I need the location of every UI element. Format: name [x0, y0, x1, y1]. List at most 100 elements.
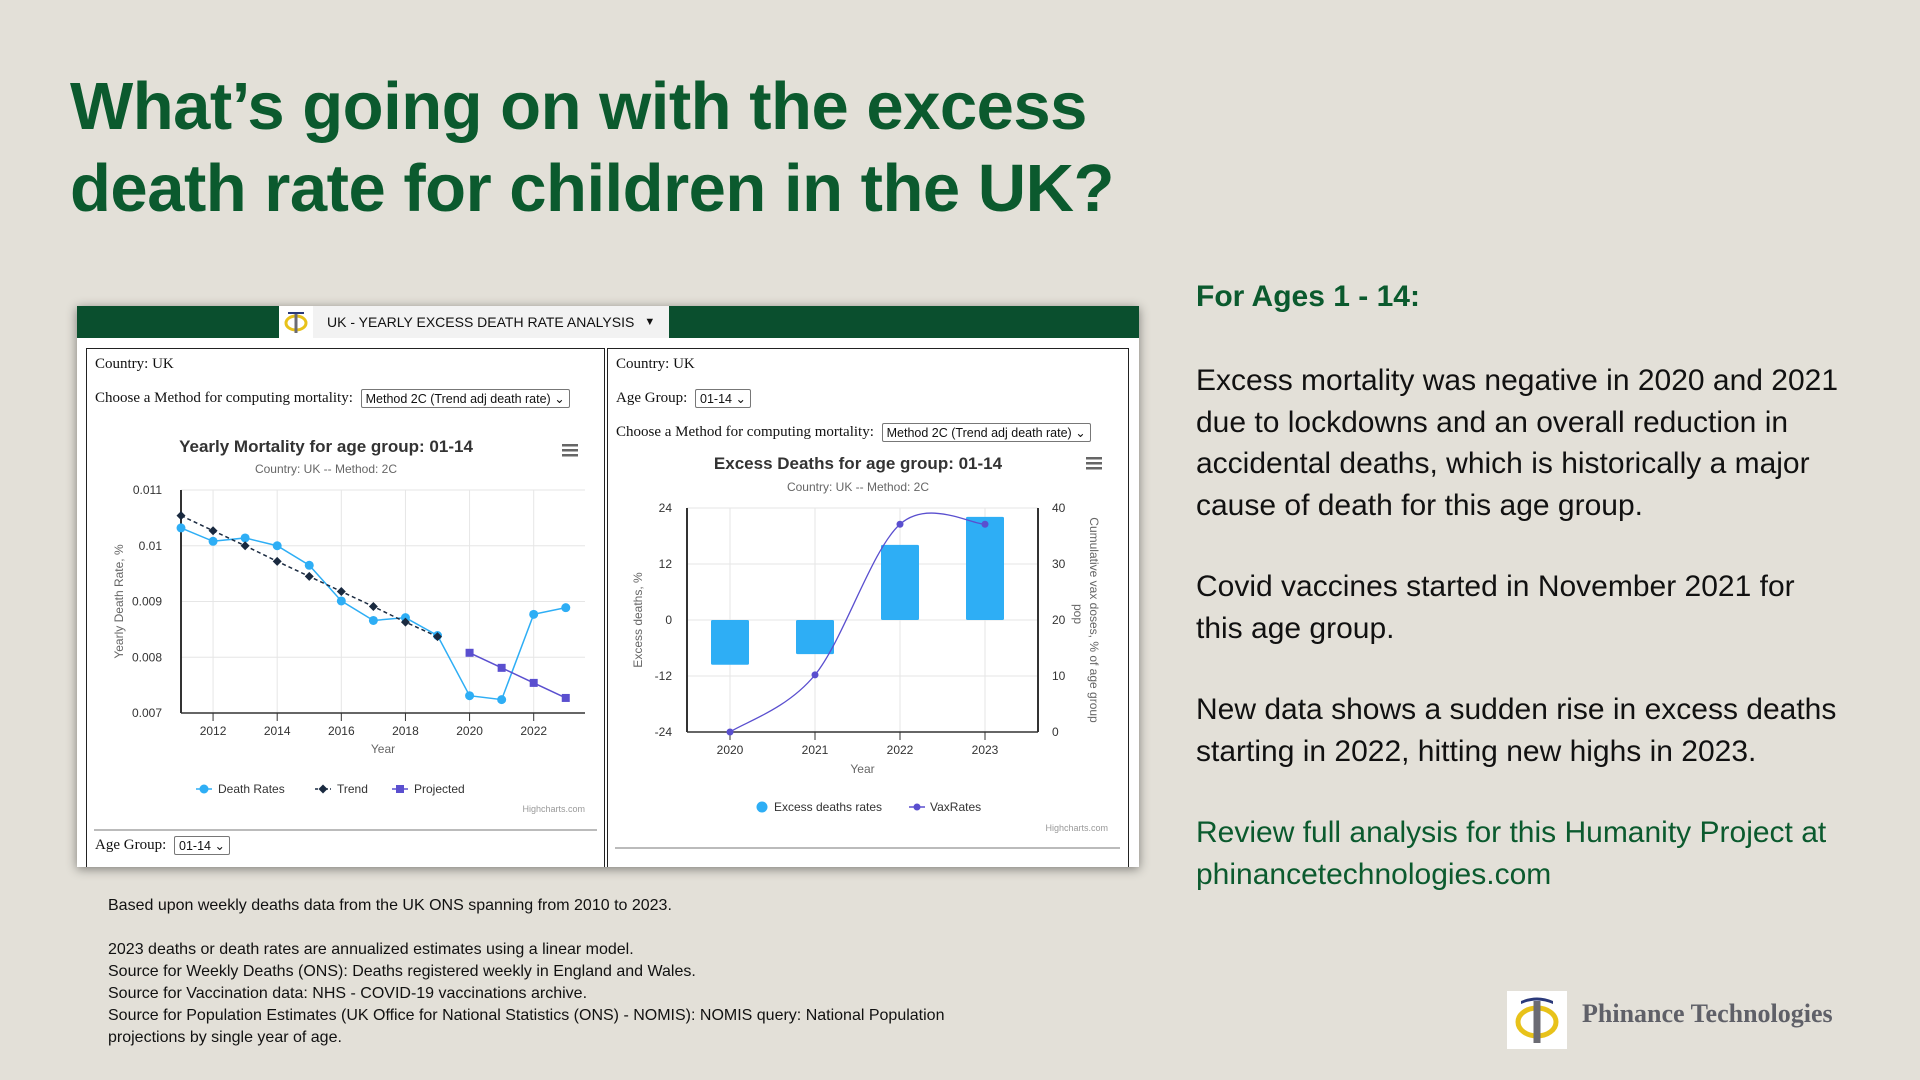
chevron-down-icon: ⌄ — [735, 392, 746, 406]
footnote-line: Source for Population Estimates (UK Offi… — [108, 1007, 945, 1024]
method-select[interactable]: Method 2C (Trend adj death rate) ⌄ — [360, 389, 570, 408]
data-point — [304, 571, 314, 581]
data-point — [176, 523, 186, 533]
country-label: Country: UK — [95, 356, 174, 372]
analysis-tab[interactable]: UK - YEARLY EXCESS DEATH RATE ANALYSIS ▼ — [279, 306, 669, 338]
data-point — [208, 526, 218, 536]
y-tick-label: 0 — [665, 613, 672, 627]
x-tick-label: 2021 — [802, 743, 829, 757]
divider — [94, 829, 597, 831]
website-link[interactable]: phinancetechnologies.com — [1196, 857, 1552, 891]
method-row: Choose a Method for computing mortality:… — [95, 389, 570, 408]
age-group-select[interactable]: 01-14 ⌄ — [174, 836, 230, 855]
chart-title: Excess Deaths for age group: 01-14 — [714, 454, 1003, 473]
data-point — [561, 693, 570, 702]
chart-credits: Highcharts.com — [1045, 823, 1108, 833]
legend-marker — [318, 784, 328, 794]
y-right-tick-label: 30 — [1052, 557, 1066, 571]
method-label: Choose a Method for computing mortality: — [616, 423, 874, 440]
analysis-link[interactable]: Review full analysis for this Humanity P… — [1196, 812, 1826, 895]
data-point — [368, 602, 378, 612]
legend-marker — [913, 803, 921, 811]
data-point — [529, 609, 539, 619]
data-point — [272, 556, 282, 566]
legend-item[interactable]: Excess deaths rates — [774, 800, 882, 814]
age-group-select[interactable]: 01-14 ⌄ — [695, 389, 751, 408]
data-point — [240, 541, 250, 551]
x-tick-label: 2020 — [717, 743, 744, 757]
y-right-tick-label: 20 — [1052, 613, 1066, 627]
data-point — [272, 541, 282, 551]
text-line: due to lockdowns and an overall reductio… — [1196, 405, 1789, 439]
method-select-value: Method 2C (Trend adj death rate) — [365, 392, 551, 406]
brand-logo — [1507, 991, 1567, 1049]
y-tick-label: 0.008 — [132, 650, 162, 664]
divider — [615, 847, 1120, 849]
y-right-axis-title: Cumulative vax doses, % of age group — [1087, 517, 1101, 723]
y-axis-title: Yearly Death Rate, % — [112, 544, 126, 659]
vax-point — [896, 520, 904, 528]
x-tick-label: 2023 — [972, 743, 999, 757]
legend-item[interactable]: Projected — [414, 782, 465, 796]
text-line: New data shows a sudden rise in excess d… — [1196, 693, 1837, 726]
legend-marker — [396, 785, 404, 793]
data-point — [176, 511, 186, 521]
data-point — [465, 648, 474, 657]
y-tick-label: 0.01 — [139, 539, 163, 553]
footnote-line: 2023 deaths or death rates are annualize… — [108, 941, 634, 958]
excess-deaths-chart: Excess Deaths for age group: 01-14 Countr… — [631, 454, 1108, 833]
age-group-row: Age Group: 01-14 ⌄ — [616, 389, 751, 408]
data-point — [497, 663, 506, 672]
text-line: starting in 2022, hitting new highs in 2… — [1196, 734, 1757, 768]
data-point — [304, 560, 314, 570]
text-line: this age group. — [1196, 611, 1395, 645]
paragraph-1: Excess mortality was negative in 2020 an… — [1196, 360, 1838, 526]
method-select[interactable]: Method 2C (Trend adj death rate) ⌄ — [881, 423, 1091, 442]
title-line-1: What’s going on with the excess — [70, 69, 1087, 144]
brand-name: Phinance Technologies — [1582, 999, 1833, 1028]
x-tick-label: 2020 — [456, 724, 483, 738]
footnote-line: projections by single year of age. — [108, 1029, 342, 1046]
x-tick-label: 2012 — [200, 724, 227, 738]
paragraph-3: New data shows a sudden rise in excess d… — [1196, 689, 1836, 772]
series-line-projected — [469, 652, 567, 699]
y-tick-label: 0.011 — [133, 483, 162, 497]
chart-menu-icon[interactable] — [562, 444, 578, 457]
chevron-down-icon: ⌄ — [214, 839, 225, 853]
bar-2022 — [881, 544, 919, 620]
age-group-label: Age Group: — [95, 836, 167, 853]
section-heading: For Ages 1 - 14: — [1196, 280, 1420, 313]
y-axis-title: Excess deaths, % — [631, 572, 645, 668]
y-tick-label: 24 — [659, 501, 673, 515]
y-tick-label: -12 — [655, 669, 673, 683]
legend-item[interactable]: Trend — [337, 782, 368, 796]
data-point — [433, 632, 443, 642]
footnote-line: Source for Vaccination data: NHS - COVID… — [108, 985, 588, 1002]
x-axis-title: Year — [850, 762, 874, 776]
text-line: Review full analysis for this Humanity P… — [1196, 816, 1827, 849]
text-line: Excess mortality was negative in 2020 an… — [1196, 364, 1839, 397]
data-point — [561, 603, 571, 613]
chart-menu-icon[interactable] — [1086, 457, 1102, 470]
chart-subtitle: Country: UK -- Method: 2C — [255, 462, 397, 476]
y-tick-label: 0.007 — [132, 706, 162, 720]
legend-marker — [199, 784, 209, 794]
legend-marker — [756, 801, 768, 813]
text-line: accidental deaths, which is historically… — [1196, 447, 1810, 481]
x-tick-label: 2018 — [392, 724, 419, 738]
chart-subtitle: Country: UK -- Method: 2C — [787, 480, 929, 494]
legend-item[interactable]: Death Rates — [218, 782, 285, 796]
chart-credits: Highcharts.com — [522, 804, 585, 814]
data-point — [465, 691, 475, 701]
text-line: Covid vaccines started in November 2021 … — [1196, 570, 1795, 603]
x-tick-label: 2022 — [520, 724, 547, 738]
data-point — [336, 596, 346, 606]
vax-point — [811, 671, 819, 679]
footnote-basis: Based upon weekly deaths data from the U… — [108, 897, 672, 914]
age-group-value: 01-14 — [179, 839, 211, 853]
data-point — [400, 617, 410, 627]
mortality-panel — [86, 348, 605, 867]
data-point — [240, 533, 250, 543]
footnote-line: Source for Weekly Deaths (ONS): Deaths r… — [108, 963, 696, 980]
legend-item[interactable]: VaxRates — [930, 800, 981, 814]
